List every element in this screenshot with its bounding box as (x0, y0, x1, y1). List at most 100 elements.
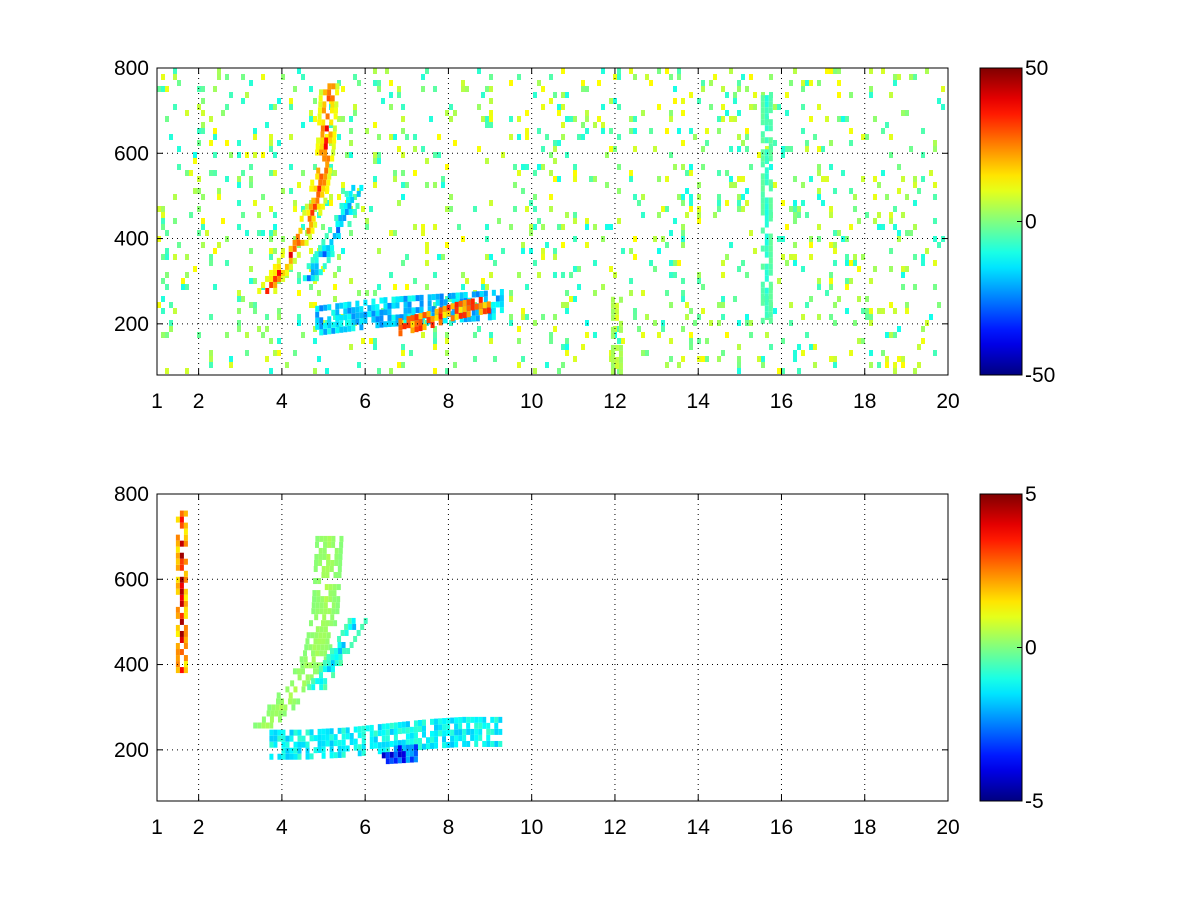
heatmap-cell (701, 146, 705, 152)
heatmap-cell (521, 164, 525, 170)
heatmap-cell (409, 732, 414, 739)
heatmap-cell (237, 182, 241, 188)
heatmap-cell (764, 305, 769, 312)
heatmap-cell (405, 727, 410, 734)
x-tick-label: 10 (520, 390, 543, 413)
heatmap-cell (325, 728, 330, 735)
heatmap-cell (701, 308, 705, 314)
heatmap-cell (413, 744, 418, 751)
heatmap-cell (209, 170, 213, 176)
heatmap-cell (322, 263, 327, 270)
heatmap-cell (809, 116, 813, 122)
heatmap-cell (197, 128, 201, 134)
heatmap-cell (768, 269, 773, 276)
heatmap-cell (471, 315, 476, 322)
heatmap-cell (353, 738, 358, 745)
heatmap-cell (745, 134, 749, 140)
heatmap-cell (933, 350, 937, 356)
heatmap-cell (322, 553, 327, 560)
heatmap-cell (470, 716, 475, 723)
heatmap-cell (745, 188, 749, 194)
heatmap-cell (373, 152, 377, 158)
heatmap-cell (669, 116, 673, 122)
heatmap-cell (322, 101, 327, 108)
heatmap-cell (339, 221, 344, 228)
heatmap-cell (442, 311, 447, 318)
heatmap-cell (809, 80, 813, 86)
heatmap-cell (405, 739, 410, 746)
heatmap-cell (541, 86, 545, 92)
heatmap-cell (434, 314, 439, 321)
heatmap-cell (279, 704, 284, 711)
heatmap-cell (365, 128, 369, 134)
heatmap-cell (169, 320, 173, 326)
heatmap-cell (729, 146, 733, 152)
heatmap-cell (302, 680, 307, 687)
heatmap-cell (498, 716, 503, 723)
heatmap-cell (293, 741, 298, 748)
heatmap-cell (478, 308, 483, 315)
heatmap-cell (330, 666, 335, 673)
heatmap-cell (349, 152, 353, 158)
heatmap-cell (517, 116, 521, 122)
heatmap-cell (768, 317, 773, 324)
heatmap-cell (341, 86, 345, 92)
heatmap-cell (241, 170, 245, 176)
heatmap-cell (363, 311, 368, 318)
heatmap-cell (801, 80, 805, 86)
heatmap-cell (849, 188, 853, 194)
heatmap-cell (348, 208, 353, 215)
heatmap-cell (401, 721, 406, 728)
heatmap-cell (433, 86, 437, 92)
heatmap-cell (173, 308, 177, 314)
heatmap-cell (326, 95, 331, 102)
heatmap-cell (276, 698, 281, 705)
heatmap-cell (768, 107, 773, 114)
heatmap-cell (347, 325, 352, 332)
heatmap-cell (913, 284, 917, 290)
heatmap-cell (489, 200, 493, 206)
heatmap-cell (801, 266, 805, 272)
heatmap-cell (280, 698, 285, 705)
heatmap-cell (313, 98, 317, 104)
heatmap-cell (313, 116, 317, 122)
heatmap-cell (593, 260, 597, 266)
heatmap-cell (793, 350, 797, 356)
heatmap-cell (269, 716, 274, 723)
heatmap-cell (665, 362, 669, 368)
heatmap-cell (328, 131, 333, 138)
heatmap-cell (334, 559, 339, 566)
heatmap-cell (329, 746, 334, 753)
heatmap-cell (889, 212, 893, 218)
heatmap-cell (405, 134, 409, 140)
heatmap-cell (764, 149, 769, 156)
heatmap-cell (745, 314, 749, 320)
heatmap-cell (482, 716, 487, 723)
heatmap-cell (483, 296, 488, 303)
heatmap-cell (315, 678, 320, 685)
heatmap-cell (193, 188, 197, 194)
heatmap-cell (323, 684, 328, 691)
heatmap-cell (829, 242, 833, 248)
heatmap-cell (288, 698, 293, 705)
heatmap-cell (391, 296, 396, 303)
heatmap-cell (764, 107, 769, 114)
heatmap-cell (486, 734, 491, 741)
heatmap-cell (610, 356, 615, 363)
x-tick-label: 6 (359, 816, 371, 839)
heatmap-cell (389, 92, 393, 98)
heatmap-cell (253, 302, 257, 308)
heatmap-cell (175, 582, 180, 589)
x-tick-label: 4 (276, 816, 288, 839)
heatmap-cell (445, 110, 449, 116)
heatmap-cell (478, 302, 483, 309)
heatmap-cell (341, 642, 346, 649)
heatmap-cell (785, 224, 789, 230)
heatmap-cell (175, 546, 180, 553)
heatmap-cell (817, 146, 821, 152)
heatmap-cell (409, 756, 414, 763)
heatmap-cell (614, 308, 619, 315)
heatmap-cell (330, 559, 335, 566)
heatmap-cell (785, 110, 789, 116)
heatmap-cell (175, 630, 180, 637)
